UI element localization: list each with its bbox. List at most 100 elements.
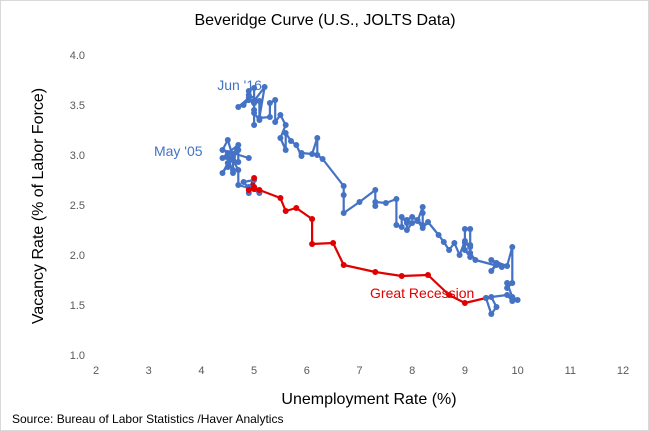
data-point-recovery [504, 280, 511, 286]
data-point-recovery [266, 100, 273, 106]
data-point-recovery [314, 152, 321, 158]
data-point-great-recession [251, 184, 258, 190]
data-point-recovery [251, 110, 258, 116]
x-tick-label: 8 [409, 365, 415, 377]
data-point-pre-recession [235, 147, 242, 153]
data-point-recovery [256, 98, 263, 104]
data-point-great-recession [330, 240, 337, 246]
data-point-recovery [256, 117, 263, 123]
data-point-great-recession [282, 208, 289, 214]
y-tick-label: 2.5 [70, 200, 85, 212]
data-point-recovery [282, 147, 289, 153]
data-point-recovery [393, 196, 400, 202]
data-point-recovery [509, 294, 516, 300]
x-tick-label: 3 [146, 365, 152, 377]
data-point-pre-recession [224, 160, 231, 166]
data-point-recovery [251, 100, 258, 106]
data-point-recovery [251, 122, 258, 128]
data-point-pre-recession [230, 167, 236, 173]
data-point-recovery [372, 203, 379, 209]
data-point-great-recession [372, 269, 379, 275]
source-note: Source: Bureau of Labor Statistics /Have… [12, 412, 284, 426]
x-tick-label: 7 [356, 365, 362, 377]
data-point-recovery [398, 214, 405, 220]
x-tick-label: 2 [93, 365, 99, 377]
data-point-recovery [493, 260, 500, 266]
data-point-pre-recession [235, 167, 242, 173]
data-point-recovery [240, 102, 247, 108]
series-lines [221, 85, 519, 316]
data-point-recovery [282, 122, 289, 128]
data-point-recovery [467, 226, 474, 232]
data-point-pre-recession [230, 151, 236, 157]
data-point-recovery [446, 247, 453, 253]
data-point-great-recession [251, 175, 258, 181]
data-point-recovery [245, 97, 252, 103]
data-point-recovery [251, 85, 258, 91]
x-tick-labels: 2 3 4 5 6 7 8 9 10 11 12 [93, 365, 629, 377]
y-tick-label: 1.0 [70, 350, 85, 362]
data-point-recovery [467, 254, 474, 260]
data-point-recovery [414, 217, 421, 223]
x-axis-title: Unemployment Rate (%) [281, 391, 456, 408]
data-point-recovery [509, 280, 516, 286]
data-point-pre-recession [230, 157, 236, 163]
data-point-pre-recession [219, 170, 226, 176]
data-point-recovery [266, 114, 273, 120]
data-point-recovery [467, 242, 474, 248]
data-point-recovery [456, 252, 463, 258]
annotation-label: Jun '16 [217, 77, 262, 93]
data-point-recovery [461, 247, 468, 253]
data-point-recovery [340, 192, 347, 198]
chart-title: Beveridge Curve (U.S., JOLTS Data) [194, 12, 455, 29]
data-point-recovery [298, 153, 305, 159]
data-point-recovery [472, 257, 479, 263]
data-point-recovery [314, 135, 321, 141]
data-point-recovery [382, 200, 389, 206]
data-point-pre-recession [235, 142, 242, 148]
data-point-recovery [245, 88, 252, 94]
data-point-great-recession [425, 272, 431, 278]
x-tick-label: 4 [198, 365, 204, 377]
series-points [219, 84, 521, 317]
y-tick-label: 3.0 [70, 150, 85, 162]
data-point-recovery [319, 156, 326, 162]
annotation-label: Great Recession [370, 285, 474, 301]
data-point-recovery [509, 244, 516, 250]
x-tick-label: 11 [565, 365, 576, 377]
data-point-recovery [488, 294, 495, 300]
data-point-recovery [293, 142, 300, 148]
data-point-pre-recession [235, 182, 242, 188]
annotations: Jun '16 May '05 Great Recession [154, 77, 474, 301]
data-point-great-recession [256, 187, 263, 193]
data-point-recovery [261, 84, 268, 90]
data-point-recovery [403, 227, 410, 233]
data-point-recovery [288, 138, 294, 144]
data-point-recovery [393, 222, 400, 228]
data-point-pre-recession [219, 155, 226, 161]
x-tick-label: 12 [617, 365, 629, 377]
y-tick-label: 1.5 [70, 300, 85, 312]
data-point-recovery [272, 119, 279, 125]
data-point-recovery [272, 97, 279, 103]
data-point-recovery [340, 210, 347, 216]
data-point-great-recession [309, 241, 316, 247]
data-point-recovery [488, 268, 495, 274]
data-point-recovery [398, 224, 405, 230]
data-point-recovery [425, 219, 431, 225]
data-point-recovery [277, 112, 284, 118]
data-point-pre-recession [240, 179, 247, 185]
data-point-great-recession [245, 187, 252, 193]
data-point-recovery [488, 311, 495, 317]
annotation-label: May '05 [154, 143, 203, 159]
data-point-pre-recession [219, 147, 226, 153]
data-point-recovery [309, 151, 316, 157]
x-tick-label: 9 [462, 365, 468, 377]
data-point-recovery [403, 220, 410, 226]
data-point-great-recession [398, 273, 405, 279]
data-point-recovery [514, 297, 521, 303]
data-point-recovery [282, 130, 289, 136]
data-point-recovery [498, 264, 505, 270]
